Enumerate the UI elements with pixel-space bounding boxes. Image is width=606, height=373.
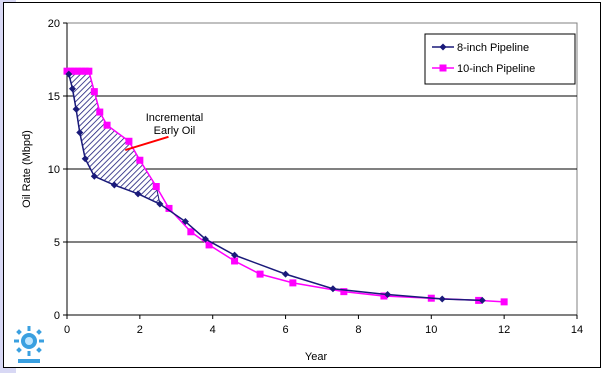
- data-point-8in: [81, 155, 89, 163]
- x-tick-label: 8: [355, 324, 361, 336]
- data-point-8in: [478, 296, 486, 304]
- axes: 0 5 10 15 20 0 2 4 6 8 10 12 14: [48, 18, 583, 336]
- y-tick-label: 10: [48, 164, 60, 176]
- series-group: [63, 67, 508, 306]
- x-tick-label: 14: [571, 324, 583, 336]
- data-point-10in: [380, 292, 388, 300]
- data-point-8in: [231, 251, 239, 259]
- legend-label-8in: 8-inch Pipeline: [457, 42, 529, 54]
- data-point-10in: [85, 67, 93, 75]
- data-point-10in: [152, 183, 160, 191]
- annotation-group: Incremental Early Oil: [124, 112, 203, 151]
- x-tick-label: 0: [64, 324, 70, 336]
- data-point-8in: [282, 270, 290, 278]
- annotation-text: Incremental Early Oil: [146, 112, 203, 137]
- data-point-8in: [110, 181, 118, 189]
- y-tick-label: 0: [54, 310, 60, 322]
- legend-label-10in: 10-inch Pipeline: [457, 63, 535, 75]
- data-point-10in: [70, 67, 78, 75]
- data-point-8in: [68, 85, 76, 93]
- data-point-10in: [340, 288, 348, 296]
- chart-frame: 0 5 10 15 20 0 2 4 6 8 10 12 14 Incremental Early Oil…: [3, 2, 601, 368]
- x-tick-label: 6: [283, 324, 289, 336]
- annotation-arrow: [124, 135, 169, 151]
- legend-marker-10in: [439, 64, 447, 72]
- data-point-10in: [136, 156, 144, 164]
- data-point-10in: [103, 121, 111, 129]
- legend-marker-8in: [439, 43, 447, 51]
- y-tick-label: 20: [48, 18, 60, 30]
- data-point-8in: [156, 200, 164, 208]
- data-point-10in: [96, 108, 104, 116]
- x-axis-label: Year: [305, 351, 328, 363]
- legend: 8-inch Pipeline 10-inch Pipeline: [424, 33, 576, 85]
- data-point-10in: [78, 67, 86, 75]
- data-point-8in: [65, 70, 73, 78]
- logo-icon: [14, 326, 44, 363]
- data-point-10in: [187, 228, 195, 236]
- data-point-8in: [329, 285, 337, 293]
- data-point-10in: [125, 137, 133, 145]
- x-tick-label: 2: [137, 324, 143, 336]
- data-point-10in: [165, 204, 173, 212]
- x-tick-label: 10: [425, 324, 437, 336]
- y-tick-label: 15: [48, 91, 60, 103]
- data-point-8in: [384, 291, 392, 299]
- data-point-8in: [90, 172, 98, 180]
- legend-box: [424, 33, 576, 85]
- oil-rate-chart: 0 5 10 15 20 0 2 4 6 8 10 12 14 Incremental Early Oil…: [21, 18, 583, 363]
- data-point-10in: [256, 270, 264, 278]
- data-point-8in: [201, 235, 209, 243]
- x-tick-label: 12: [498, 324, 510, 336]
- data-point-10in: [205, 241, 213, 249]
- data-point-8in: [134, 190, 142, 198]
- y-axis-label: Oil Rate (Mbpd): [21, 130, 33, 208]
- y-tick-label: 5: [54, 237, 60, 249]
- data-point-8in: [438, 295, 446, 303]
- data-point-10in: [81, 67, 89, 75]
- data-point-10in: [63, 67, 71, 75]
- data-point-10in: [289, 279, 297, 287]
- data-point-8in: [72, 105, 80, 113]
- data-point-10in: [67, 67, 75, 75]
- data-point-10in: [74, 67, 82, 75]
- x-tick-label: 4: [210, 324, 216, 336]
- data-point-10in: [231, 257, 239, 265]
- data-point-10in: [90, 88, 98, 96]
- data-point-8in: [181, 218, 189, 226]
- data-point-8in: [76, 129, 84, 136]
- data-point-10in: [500, 298, 508, 306]
